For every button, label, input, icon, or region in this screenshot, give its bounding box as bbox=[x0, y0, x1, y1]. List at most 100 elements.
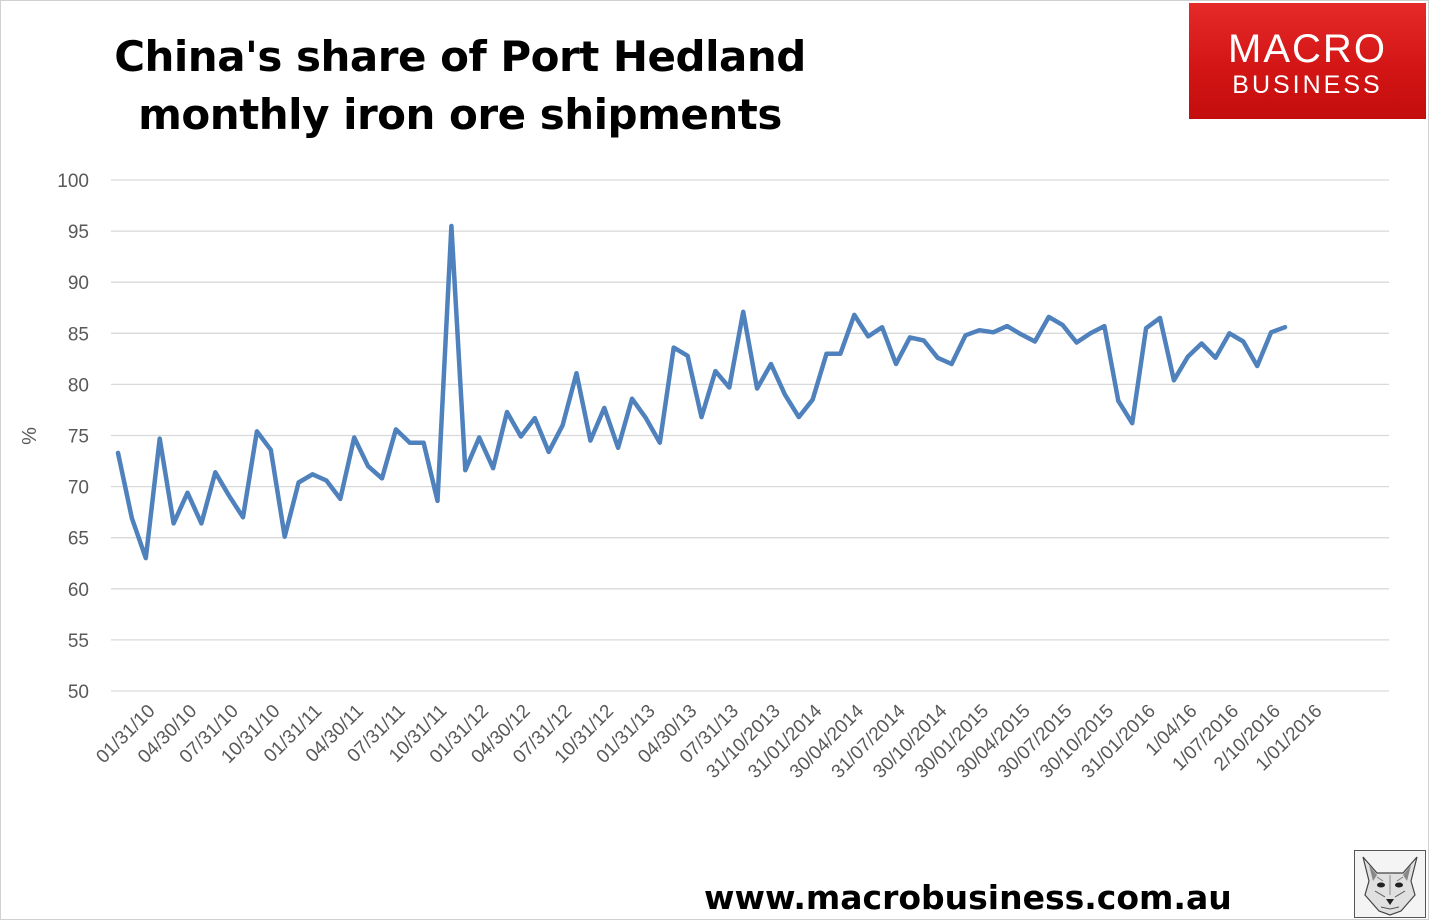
data-point bbox=[672, 346, 675, 349]
data-point bbox=[464, 469, 467, 472]
chart-title-line1: China's share of Port Hedland bbox=[114, 32, 806, 81]
data-point bbox=[1242, 340, 1245, 343]
data-point bbox=[978, 329, 981, 332]
data-point bbox=[1131, 422, 1134, 425]
data-point bbox=[353, 436, 356, 439]
wolf-icon bbox=[1354, 850, 1426, 918]
data-point bbox=[839, 352, 842, 355]
data-point bbox=[728, 386, 731, 389]
data-point bbox=[1020, 333, 1023, 336]
data-point bbox=[1103, 325, 1106, 328]
data-point bbox=[936, 356, 939, 359]
data-point bbox=[1061, 324, 1064, 327]
data-point bbox=[714, 370, 717, 373]
data-point bbox=[700, 416, 703, 419]
data-point bbox=[825, 352, 828, 355]
y-tick-label: 55 bbox=[68, 631, 89, 652]
y-tick-label: 85 bbox=[68, 324, 89, 345]
data-point bbox=[1214, 356, 1217, 359]
data-point bbox=[269, 448, 272, 451]
data-point bbox=[478, 436, 481, 439]
data-point bbox=[561, 424, 564, 427]
data-point bbox=[575, 372, 578, 375]
data-point bbox=[617, 446, 620, 449]
data-point bbox=[686, 354, 689, 357]
data-point bbox=[380, 477, 383, 480]
data-point bbox=[436, 499, 439, 502]
data-point bbox=[1228, 332, 1231, 335]
data-point bbox=[1158, 316, 1161, 319]
y-tick-label: 100 bbox=[57, 171, 89, 192]
data-point bbox=[394, 428, 397, 431]
data-point bbox=[589, 439, 592, 442]
chart-title-line2: monthly iron ore shipments bbox=[138, 90, 782, 139]
data-point bbox=[492, 467, 495, 470]
data-point bbox=[242, 516, 245, 519]
data-point bbox=[422, 441, 425, 444]
data-point bbox=[783, 393, 786, 396]
y-tick-label: 70 bbox=[68, 478, 89, 499]
data-point bbox=[533, 417, 536, 420]
data-point bbox=[214, 471, 217, 474]
data-point bbox=[1006, 325, 1009, 328]
data-point bbox=[895, 362, 898, 365]
logo-line2: BUSINESS bbox=[1232, 71, 1383, 99]
data-point bbox=[1089, 332, 1092, 335]
data-point bbox=[325, 479, 328, 482]
data-point bbox=[658, 441, 661, 444]
data-point bbox=[631, 397, 634, 400]
data-point bbox=[964, 334, 967, 337]
data-point bbox=[367, 465, 370, 468]
data-point bbox=[1117, 399, 1120, 402]
data-point bbox=[769, 362, 772, 365]
data-point bbox=[450, 224, 453, 227]
data-point bbox=[1075, 341, 1078, 344]
macrobusiness-logo: MACRO BUSINESS bbox=[1189, 3, 1426, 119]
website-url: www.macrobusiness.com.au bbox=[704, 878, 1232, 917]
series-line bbox=[115, 223, 1288, 561]
data-point bbox=[1033, 340, 1036, 343]
y-tick-label: 80 bbox=[68, 375, 89, 396]
logo-line1: MACRO bbox=[1228, 27, 1387, 71]
data-point bbox=[311, 473, 314, 476]
data-point bbox=[1284, 326, 1287, 329]
data-point bbox=[1186, 355, 1189, 358]
y-tick-label: 65 bbox=[68, 529, 89, 550]
data-point bbox=[158, 437, 161, 440]
chart-title: China's share of Port Hedland monthly ir… bbox=[110, 28, 810, 144]
data-point bbox=[867, 335, 870, 338]
y-tick-label: 75 bbox=[68, 427, 89, 448]
data-point bbox=[1145, 327, 1148, 330]
data-point bbox=[742, 310, 745, 313]
data-point bbox=[506, 410, 509, 413]
data-point bbox=[519, 435, 522, 438]
data-point bbox=[255, 430, 258, 433]
data-point bbox=[339, 497, 342, 500]
y-tick-label: 90 bbox=[68, 273, 89, 294]
data-point bbox=[1256, 365, 1259, 368]
data-point bbox=[1270, 331, 1273, 334]
data-point bbox=[228, 494, 231, 497]
data-point bbox=[950, 362, 953, 365]
data-point bbox=[186, 491, 189, 494]
data-point bbox=[1172, 379, 1175, 382]
data-point bbox=[992, 331, 995, 334]
data-point bbox=[881, 326, 884, 329]
data-point bbox=[200, 522, 203, 525]
data-point bbox=[283, 535, 286, 538]
data-point bbox=[922, 339, 925, 342]
data-point bbox=[644, 417, 647, 420]
data-point bbox=[408, 441, 411, 444]
data-point bbox=[172, 522, 175, 525]
data-point bbox=[130, 517, 133, 520]
data-point bbox=[117, 451, 120, 454]
data-point bbox=[603, 406, 606, 409]
y-axis-label: % bbox=[19, 427, 41, 445]
y-tick-label: 60 bbox=[68, 580, 89, 601]
data-point bbox=[908, 336, 911, 339]
data-point bbox=[811, 398, 814, 401]
data-point bbox=[756, 387, 759, 390]
data-point bbox=[547, 450, 550, 453]
